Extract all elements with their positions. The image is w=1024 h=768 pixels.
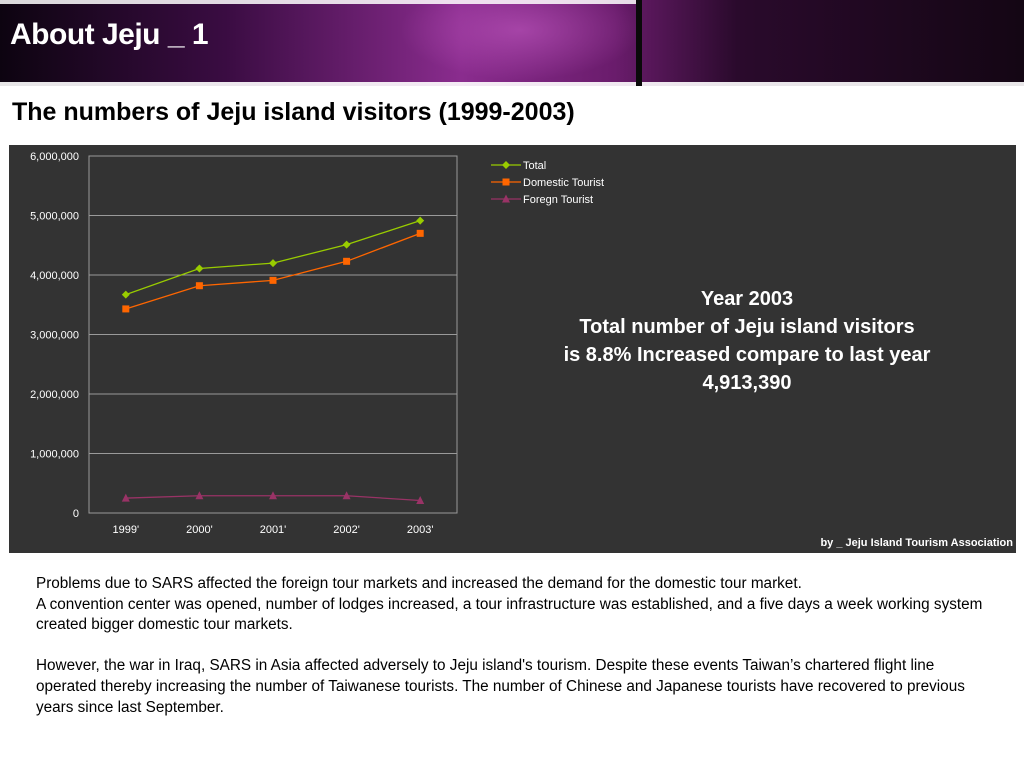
y-tick-label: 0 — [73, 508, 79, 520]
data-point — [416, 496, 425, 505]
data-point — [342, 240, 351, 249]
x-tick-label: 2003' — [407, 524, 434, 536]
data-point — [121, 290, 130, 299]
legend-marker — [502, 194, 510, 203]
data-point — [195, 282, 203, 290]
legend-label: Foregn Tourist — [523, 194, 593, 206]
legend-marker — [502, 161, 510, 169]
data-point — [343, 257, 351, 265]
highlight-increase: is 8.8% Increased compare to last year — [563, 344, 931, 366]
y-tick-label: 5,000,000 — [30, 211, 79, 223]
x-tick-label: 1999' — [113, 524, 140, 536]
legend-label: Total — [523, 160, 546, 172]
data-point — [416, 229, 424, 237]
data-point — [269, 276, 277, 284]
x-tick-label: 2002' — [333, 524, 360, 536]
description-text: Problems due to SARS affected the foreig… — [36, 574, 996, 718]
highlight-description: Total number of Jeju island visitors — [579, 316, 915, 338]
data-point — [416, 216, 425, 225]
paragraph-convention: A convention center was opened, number o… — [36, 595, 983, 634]
chart-heading: The numbers of Jeju island visitors (199… — [12, 98, 575, 126]
y-tick-label: 1,000,000 — [30, 449, 79, 461]
page-title: About Jeju _ 1 — [10, 18, 209, 51]
line-chart: 0 1,000,000 2,000,000 3,000,000 4,000,000 5,0… — [30, 151, 604, 536]
y-tick-label: 3,000,000 — [30, 330, 79, 342]
data-point — [269, 491, 277, 500]
highlight-year: Year 2003 — [700, 288, 794, 310]
header-banner: About Jeju _ 1 — [0, 0, 1024, 86]
paragraph-spacer — [36, 636, 996, 657]
data-point — [122, 305, 130, 313]
y-tick-label: 4,000,000 — [30, 270, 79, 282]
legend-label: Domestic Tourist — [523, 177, 604, 189]
highlight-box: Year 2003 Total number of Jeju island vi… — [529, 285, 965, 397]
data-point — [195, 264, 204, 273]
source-credit: by _ Jeju Island Tourism Association — [820, 537, 1013, 549]
paragraph-iraq: However, the war in Iraq, SARS in Asia a… — [36, 657, 965, 716]
x-tick-label: 2001' — [260, 524, 287, 536]
chart-panel: 0 1,000,000 2,000,000 3,000,000 4,000,000 5,0… — [9, 145, 1016, 553]
legend-marker — [502, 178, 510, 186]
data-point — [195, 491, 204, 500]
data-point — [269, 259, 277, 268]
x-tick-label: 2000' — [186, 524, 213, 536]
data-point — [342, 491, 351, 500]
data-point — [121, 493, 130, 502]
banner-background — [0, 0, 1024, 86]
y-tick-label: 2,000,000 — [30, 389, 79, 401]
highlight-total: 4,913,390 — [702, 372, 792, 394]
paragraph-sars: Problems due to SARS affected the foreig… — [36, 575, 802, 592]
y-tick-label: 6,000,000 — [30, 151, 79, 163]
